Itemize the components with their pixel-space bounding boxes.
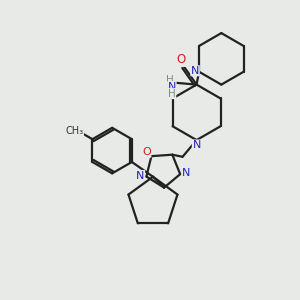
Text: O: O (176, 53, 186, 66)
Text: N: N (182, 168, 190, 178)
Text: N: N (168, 82, 176, 92)
Text: N: N (136, 170, 145, 181)
Text: H: H (166, 75, 174, 85)
Text: N: N (192, 140, 201, 150)
Text: H: H (168, 88, 176, 99)
Text: N: N (191, 66, 199, 76)
Text: O: O (142, 147, 151, 157)
Text: CH₃: CH₃ (65, 126, 83, 136)
